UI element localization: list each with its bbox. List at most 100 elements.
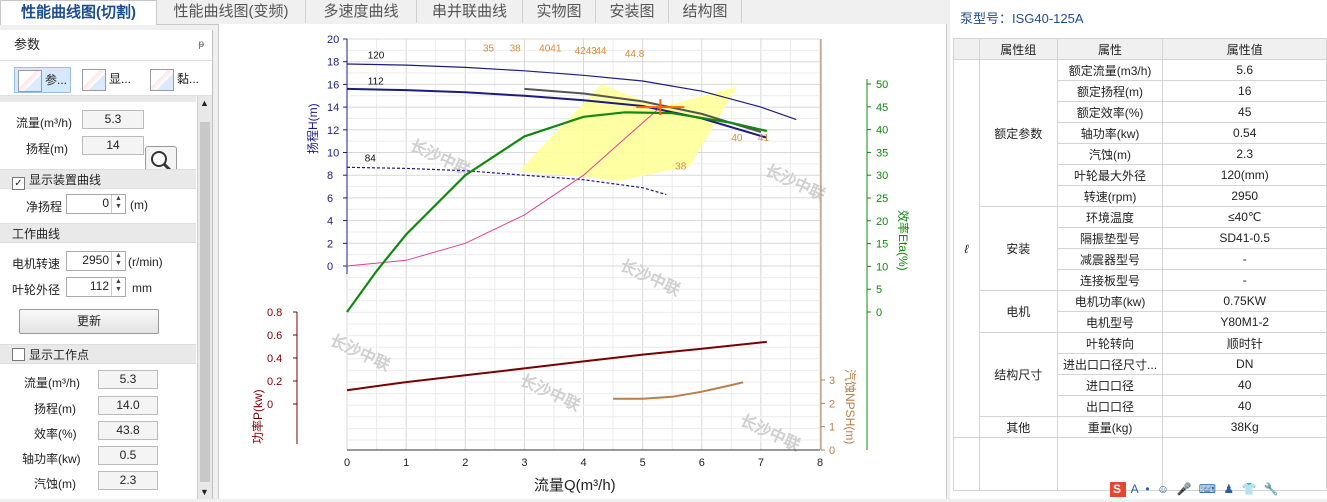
curve-chart-icon <box>18 69 42 92</box>
property-panel: 泵型号：ISG40-125A 属性组 属性 属性值 ℓ 额定参数 额定流量(m3/h… <box>950 0 1327 499</box>
property-value-cell[interactable]: 40 <box>1162 395 1327 417</box>
work-point-section[interactable]: 显示工作点 <box>0 344 196 364</box>
head-tick-label: 10 <box>327 148 339 160</box>
property-name-cell: 叶轮最大外径 <box>1056 164 1164 186</box>
property-value-cell[interactable]: ≤40℃ <box>1162 206 1327 228</box>
npsh-curve <box>613 381 744 400</box>
efficiency-contour-label: 41 <box>758 133 770 144</box>
property-value-cell[interactable]: DN <box>1162 353 1327 375</box>
panel-scrollbar[interactable]: ▲ ▼ <box>197 96 212 499</box>
work-point-row: 汽蚀(m) 2.3 <box>0 471 196 493</box>
property-name-cell: 额定流量(m3/h) <box>1056 59 1164 81</box>
property-name-cell: 进口口径 <box>1056 374 1164 396</box>
property-name-cell: 电机型号 <box>1056 311 1164 333</box>
work-point-checkbox[interactable] <box>12 348 25 361</box>
device-curve-checkbox[interactable]: ✓ <box>12 177 25 190</box>
pump-model-label: 泵型号：ISG40-125A <box>960 11 1084 26</box>
property-value-cell[interactable]: 16 <box>1162 80 1327 102</box>
property-value-cell[interactable]: 5.6 <box>1162 59 1327 81</box>
property-value-cell[interactable]: 2.3 <box>1162 143 1327 165</box>
col-header-property: 属性 <box>1056 38 1164 60</box>
tab-curve-vfd[interactable]: 性能曲线图(变频) <box>157 0 306 23</box>
x-tick-label: 8 <box>817 457 823 469</box>
tab-series-parallel[interactable]: 串并联曲线 <box>417 0 523 23</box>
table-row: 额定效率(%) 45 <box>954 101 1327 123</box>
params-panel: 参数 ᵽ 参... 显... 黏... ▲ ▼ 流量(m³/h) 5.3 扬程(… <box>0 30 213 499</box>
stepper-arrows-icon[interactable]: ▲ ▼ <box>111 195 125 213</box>
col-header-group: 属性组 <box>978 38 1058 60</box>
static-head-stepper[interactable]: 0 ▲ ▼ <box>66 194 126 214</box>
input-head-value[interactable]: 14 <box>82 136 144 155</box>
npsh-tick-label: 1 <box>829 422 835 434</box>
property-name-cell: 出口口径 <box>1056 395 1164 417</box>
work-point-power: 0.5 <box>98 446 158 465</box>
property-group-cell: 其他 <box>978 416 1058 438</box>
display-tool-button[interactable]: 显... <box>82 67 131 91</box>
update-button[interactable]: 更新 <box>19 309 159 334</box>
params-tool-button[interactable]: 参... <box>14 67 72 93</box>
paste-tool-button[interactable]: 黏... <box>150 67 199 91</box>
table-row: 安装 环境温度 ≤40℃ <box>954 206 1327 291</box>
scrollbar-thumb[interactable] <box>200 122 210 482</box>
head-curve-84 <box>346 166 667 196</box>
efficiency-contour-label: 44 <box>595 46 607 57</box>
impeller-diameter-stepper[interactable]: 112 ▲ ▼ <box>66 277 126 297</box>
tab-structure[interactable]: 结构图 <box>669 0 742 23</box>
tab-multi-speed[interactable]: 多速度曲线 <box>306 0 417 23</box>
pin-icon[interactable]: ᵽ <box>198 39 204 50</box>
input-head-row: 扬程(m) 14 <box>0 136 196 158</box>
property-value-cell[interactable]: - <box>1162 248 1327 270</box>
tab-curve-cut[interactable]: 性能曲线图(切割) <box>0 0 157 25</box>
property-value-cell[interactable]: 2950 <box>1162 185 1327 207</box>
property-value-cell[interactable]: 0.75KW <box>1162 290 1327 312</box>
head-tick-label: 0 <box>327 261 333 273</box>
head-tick-label: 6 <box>327 193 333 205</box>
property-name-cell: 叶轮转向 <box>1056 332 1164 354</box>
head-axis-label: 扬程H(m) <box>305 103 320 154</box>
power-curve <box>346 340 767 392</box>
scroll-up-icon[interactable]: ▲ <box>200 98 209 108</box>
property-name-cell: 额定扬程(m) <box>1056 80 1164 102</box>
efficiency-contour-label: 38 <box>675 162 687 173</box>
curve-chart-icon <box>150 68 174 91</box>
stepper-arrows-icon[interactable]: ▲ ▼ <box>111 252 125 270</box>
head-curve-label: 120 <box>368 50 385 61</box>
row-marker: ℓ <box>953 59 980 438</box>
table-row: 隔振垫型号 SD41-0.5 <box>954 227 1327 249</box>
property-value-cell[interactable]: 0.54 <box>1162 122 1327 144</box>
tab-install[interactable]: 安装图 <box>596 0 669 23</box>
power-axis-label: 功率P(kw) <box>250 389 265 444</box>
motor-speed-stepper[interactable]: 2950 ▲ ▼ <box>66 251 126 271</box>
scroll-down-icon[interactable]: ▼ <box>200 487 209 497</box>
watermark-text: 长沙中联 <box>327 330 393 374</box>
ime-toolbar[interactable]: S A • ☺ 🎤 ⌨ ♟ 👕 🔧 <box>1110 482 1281 499</box>
table-row: 电机型号 Y80M1-2 <box>954 311 1327 333</box>
property-value-cell[interactable]: - <box>1162 269 1327 291</box>
eta-tick-label: 50 <box>876 79 888 91</box>
impeller-diameter-row: 叶轮外径 112 ▲ ▼ mm <box>12 277 152 297</box>
head-tick-label: 18 <box>327 57 339 69</box>
eta-axis-label: 效率Eta(%) <box>896 210 911 271</box>
col-header-value: 属性值 <box>1162 38 1327 60</box>
tab-photo[interactable]: 实物图 <box>523 0 596 23</box>
property-name-cell: 转速(rpm) <box>1056 185 1164 207</box>
table-corner <box>953 38 980 60</box>
property-value-cell[interactable]: 40 <box>1162 374 1327 396</box>
device-curve-section[interactable]: ✓ 显示装置曲线 <box>0 169 196 190</box>
property-value-cell[interactable]: 120(mm) <box>1162 164 1327 186</box>
property-value-cell[interactable]: 38Kg <box>1162 416 1327 438</box>
x-tick-label: 1 <box>403 457 409 469</box>
property-value-cell[interactable]: SD41-0.5 <box>1162 227 1327 249</box>
eta-tick-label: 5 <box>876 284 882 296</box>
eta-tick-label: 30 <box>876 170 888 182</box>
property-name-cell: 重量(kg) <box>1056 416 1164 438</box>
property-value-cell[interactable]: 45 <box>1162 101 1327 123</box>
stepper-arrows-icon[interactable]: ▲ ▼ <box>111 278 125 296</box>
efficiency-curve <box>346 111 768 313</box>
watermark-text: 长沙中联 <box>517 370 583 414</box>
property-value-cell[interactable]: 顺时针 <box>1162 332 1327 354</box>
input-flow-value[interactable]: 5.3 <box>82 110 144 129</box>
ime-tool-icons[interactable]: A • ☺ 🎤 ⌨ ♟ 👕 🔧 <box>1130 482 1281 496</box>
property-value-cell[interactable]: Y80M1-2 <box>1162 311 1327 333</box>
sogou-logo-icon[interactable]: S <box>1110 482 1126 497</box>
